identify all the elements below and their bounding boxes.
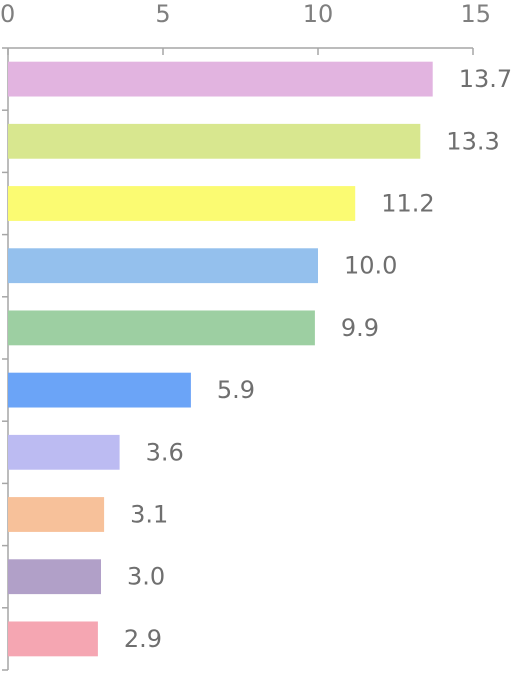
data-label: 9.9 [341, 314, 379, 342]
x-tick-label: 0 [0, 0, 15, 28]
bar [8, 559, 101, 595]
data-label: 13.7 [459, 65, 512, 93]
data-label: 2.9 [124, 625, 162, 653]
x-tick-label: 5 [155, 0, 170, 28]
bar [8, 434, 120, 470]
bar [8, 248, 318, 284]
bar [8, 310, 315, 346]
bar [8, 123, 421, 159]
data-label: 5.9 [217, 376, 255, 404]
data-labels: 13.7 13.3 11.2 10.0 9.9 5.9 3.6 3.1 3.0 2.9 [124, 65, 512, 653]
data-label: 3.6 [146, 438, 184, 466]
bar [8, 372, 191, 408]
bar [8, 621, 98, 657]
x-tick-label: 10 [303, 0, 334, 28]
data-label: 3.0 [127, 563, 165, 591]
data-label: 3.1 [130, 501, 168, 529]
bar [8, 497, 105, 532]
data-label: 13.3 [446, 127, 499, 155]
bar [8, 61, 433, 97]
data-label: 10.0 [344, 252, 397, 280]
bar [8, 186, 356, 221]
bars [8, 61, 433, 657]
x-tick-label: 15 [460, 0, 491, 28]
data-label: 11.2 [381, 190, 434, 218]
